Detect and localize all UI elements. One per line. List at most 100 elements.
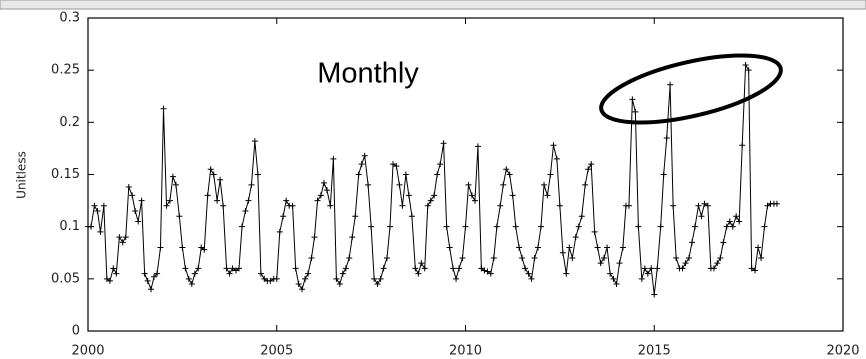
y-tick-label: 0.25 — [51, 63, 80, 78]
point-marker — [446, 244, 453, 251]
point-marker — [368, 223, 375, 230]
point-marker — [327, 202, 334, 209]
point-marker — [500, 181, 507, 188]
point-marker — [214, 197, 221, 204]
point-marker — [503, 166, 510, 173]
point-marker — [210, 171, 217, 178]
point-marker — [698, 213, 705, 220]
point-marker — [160, 105, 167, 112]
point-marker — [163, 202, 170, 209]
point-marker — [172, 181, 179, 188]
point-marker — [333, 275, 340, 282]
point-marker — [575, 223, 582, 230]
point-marker — [616, 260, 623, 267]
y-tick-label: 0 — [72, 324, 80, 339]
point-marker — [342, 265, 349, 272]
point-marker — [267, 277, 274, 284]
point-marker — [135, 218, 142, 225]
point-marker — [308, 254, 315, 261]
y-tick-label: 0.2 — [59, 115, 80, 130]
point-marker — [453, 275, 460, 282]
point-marker — [745, 67, 752, 74]
point-marker — [651, 291, 658, 298]
point-marker — [522, 265, 529, 272]
point-marker — [393, 163, 400, 170]
point-marker — [644, 270, 651, 277]
point-marker — [383, 254, 390, 261]
point-marker — [352, 213, 359, 220]
point-marker — [538, 223, 544, 230]
point-marker — [273, 275, 280, 282]
point-marker — [408, 213, 415, 220]
point-marker — [330, 155, 337, 162]
y-tick-label: 0.05 — [51, 271, 80, 286]
point-marker — [201, 246, 208, 253]
point-marker — [695, 202, 702, 209]
point-marker — [474, 143, 481, 150]
data-line — [88, 63, 777, 295]
point-marker — [528, 275, 535, 282]
point-marker — [276, 228, 283, 235]
point-marker — [415, 270, 422, 277]
point-marker — [685, 254, 692, 261]
point-marker — [320, 179, 327, 186]
point-marker — [641, 265, 648, 272]
point-marker — [295, 281, 302, 288]
point-marker — [418, 260, 425, 267]
point-marker — [113, 270, 120, 277]
point-marker — [380, 265, 387, 272]
point-marker — [556, 202, 563, 209]
point-marker — [714, 260, 721, 267]
point-marker — [103, 275, 110, 282]
point-marker — [314, 197, 321, 204]
point-marker — [229, 265, 236, 272]
point-marker — [185, 275, 192, 282]
point-marker — [569, 254, 576, 261]
highlight-ellipse — [599, 53, 783, 125]
point-marker — [704, 202, 711, 209]
point-marker — [371, 275, 378, 282]
point-marker — [365, 181, 372, 188]
point-marker — [733, 213, 740, 220]
point-marker — [405, 192, 412, 199]
point-marker — [601, 254, 608, 261]
point-marker — [717, 254, 724, 261]
point-marker — [752, 267, 759, 274]
point-marker — [720, 239, 727, 246]
point-marker — [182, 265, 189, 272]
point-marker — [625, 202, 632, 209]
point-marker — [292, 265, 299, 272]
point-marker — [710, 265, 717, 272]
point-marker — [387, 223, 393, 230]
point-marker — [742, 61, 749, 68]
point-marker — [679, 265, 686, 272]
point-marker — [723, 223, 730, 230]
point-marker — [283, 197, 290, 204]
point-marker — [358, 161, 365, 168]
point-marker — [431, 192, 438, 199]
point-marker — [349, 234, 356, 241]
point-marker — [748, 265, 755, 272]
point-marker — [323, 187, 330, 194]
point-marker — [154, 270, 161, 277]
point-marker — [531, 254, 538, 261]
point-marker — [355, 171, 362, 178]
point-marker — [346, 254, 353, 261]
point-marker — [232, 267, 239, 274]
point-marker — [755, 244, 762, 251]
point-marker — [125, 184, 132, 191]
point-marker — [94, 208, 101, 215]
point-marker — [534, 244, 541, 251]
x-tick-label: 2005 — [260, 344, 293, 359]
point-marker — [443, 223, 450, 230]
point-marker — [761, 223, 768, 230]
point-marker — [434, 171, 441, 178]
point-marker — [559, 249, 566, 256]
window-strip — [0, 0, 866, 10]
point-marker — [594, 244, 601, 251]
point-marker — [736, 218, 743, 225]
point-marker — [512, 223, 519, 230]
point-marker — [497, 202, 504, 209]
point-marker — [402, 171, 409, 178]
